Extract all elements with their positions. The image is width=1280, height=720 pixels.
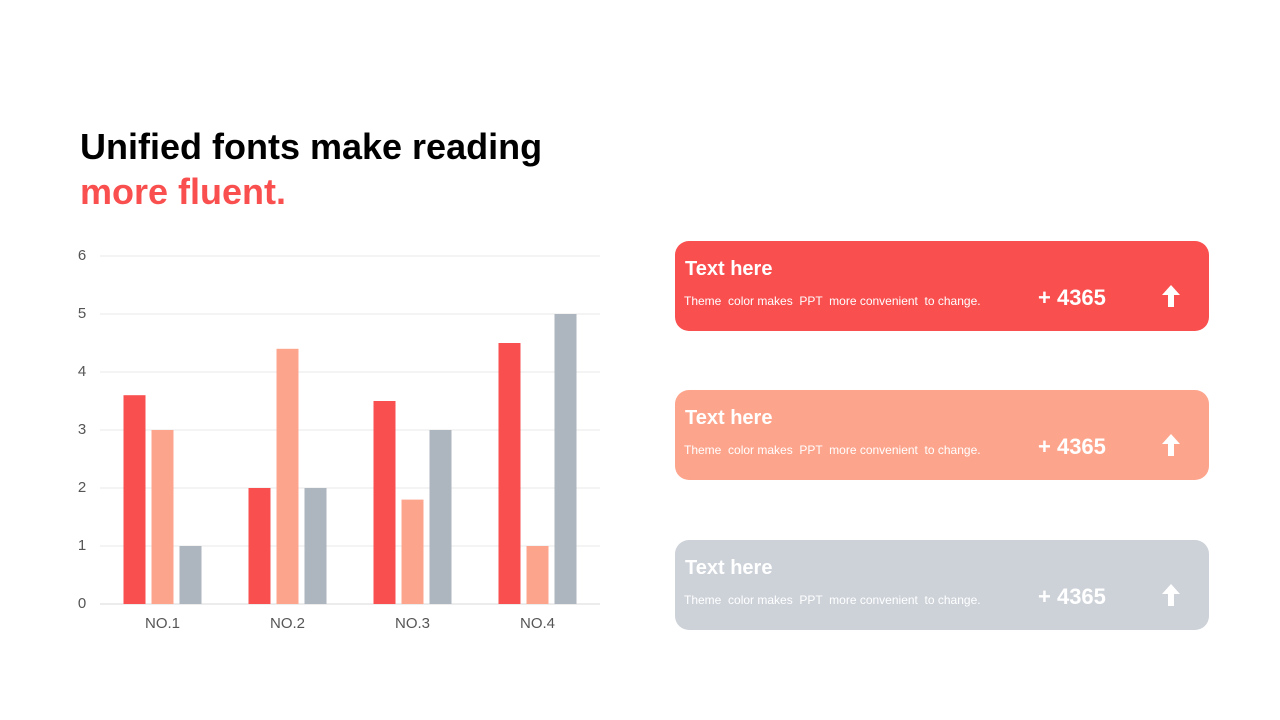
card-heading: Text here [685,557,773,579]
y-tick-label: 4 [78,363,86,380]
card-text: Theme color makes PPT more convenient to… [684,443,981,457]
bar [401,499,424,604]
card-text: Theme color makes PPT more convenient to… [684,593,981,607]
up-arrow-icon [1162,434,1180,456]
x-tick-label: NO.4 [520,615,555,632]
y-tick-label: 6 [78,247,86,264]
card-figure: + 4365 [1038,285,1106,310]
card-heading: Text here [685,258,773,280]
y-tick-label: 2 [78,479,86,496]
info-card: Text here Theme color makes PPT more con… [675,241,1209,331]
x-tick-label: NO.3 [395,615,430,632]
bar [373,401,396,604]
bar [248,488,271,604]
bar [554,314,577,604]
up-arrow-icon [1162,285,1180,307]
chart: 0 1 2 3 4 5 6 NO.1 NO.2 NO.3 NO.4 [78,247,600,632]
info-card: Text here Theme color makes PPT more con… [675,540,1209,630]
card-figure: + 4365 [1038,584,1106,609]
x-tick-label: NO.2 [270,615,305,632]
bar [498,343,521,604]
title-line: Unified fonts make reading [80,126,543,167]
y-tick-label: 3 [78,421,86,438]
bar [179,546,202,604]
card-figure: + 4365 [1038,434,1106,459]
card-text: Theme color makes PPT more convenient to… [684,294,981,308]
up-arrow-icon [1162,584,1180,606]
x-tick-label: NO.1 [145,615,180,632]
bar [429,430,452,604]
y-tick-label: 5 [78,305,86,322]
bar [526,546,549,604]
bar [276,348,299,604]
bar [304,488,327,604]
y-tick-label: 0 [78,595,86,612]
card-heading: Text here [685,407,773,429]
bar [151,430,174,604]
title-highlight: more fluent. [80,171,287,212]
bar [123,395,146,604]
info-card: Text here Theme color makes PPT more con… [675,390,1209,480]
y-tick-label: 1 [78,537,86,554]
